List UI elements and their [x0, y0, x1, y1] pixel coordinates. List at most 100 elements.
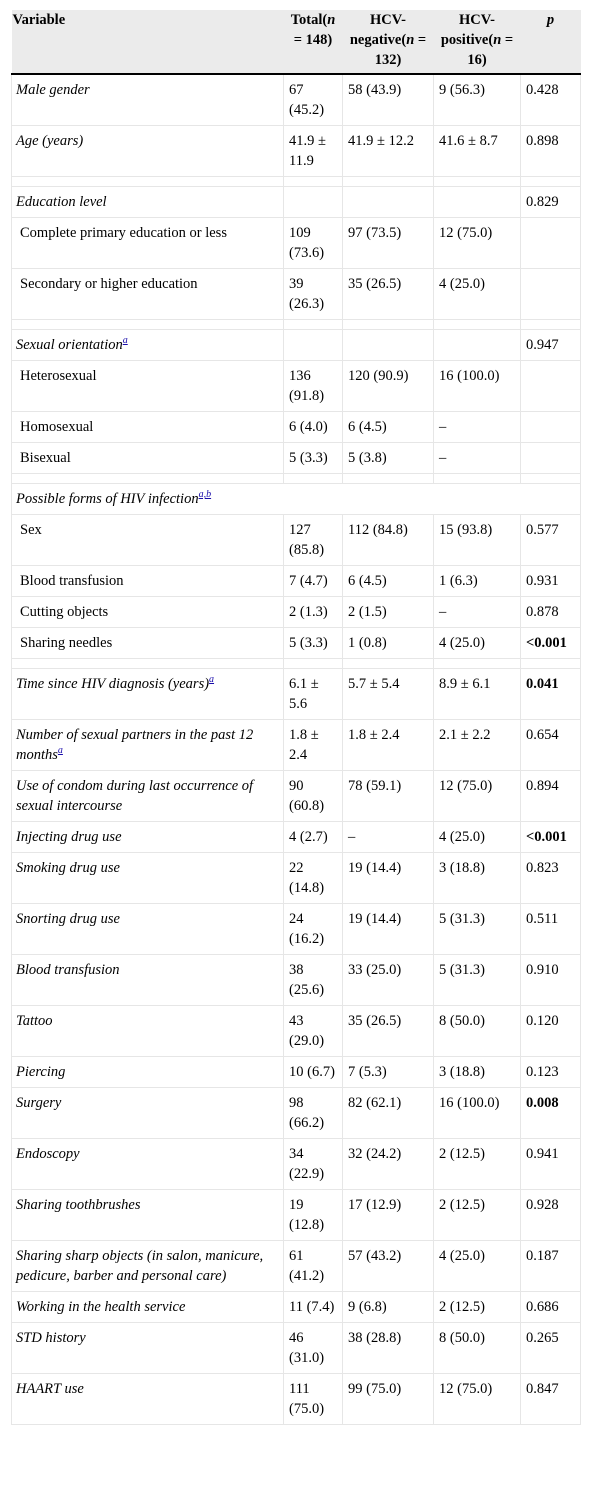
cell-positive: 8 (50.0) [433, 1322, 521, 1374]
cell-negative: 1.8 ± 2.4 [342, 719, 434, 771]
cell-p: 0.120 [520, 1005, 581, 1057]
header-hcv-negative: HCV-negative(n = 132) [342, 10, 434, 75]
cell-total: 10 (6.7) [283, 1056, 343, 1088]
row-label: Sex [11, 514, 284, 566]
table-row: Sex 127 (85.8) 112 (84.8) 15 (93.8) 0.57… [11, 514, 581, 566]
cell-p: <0.001 [520, 821, 581, 853]
cell-total: 5 (3.3) [283, 627, 343, 659]
row-label: Education level [11, 186, 284, 218]
cell-negative: 82 (62.1) [342, 1087, 434, 1139]
cell-positive: – [433, 596, 521, 628]
table-row: Cutting objects 2 (1.3) 2 (1.5) – 0.878 [11, 596, 581, 628]
spacer-row [11, 319, 581, 330]
cell-negative: 1 (0.8) [342, 627, 434, 659]
cell-positive: 16 (100.0) [433, 1087, 521, 1139]
cell-p: 0.123 [520, 1056, 581, 1088]
row-label: Blood transfusion [11, 565, 284, 597]
footnote-link[interactable]: a [209, 674, 215, 686]
table-row: Blood transfusion 38 (25.6) 33 (25.0) 5 … [11, 954, 581, 1006]
cell-p: 0.847 [520, 1373, 581, 1425]
row-label: Sharing needles [11, 627, 284, 659]
cell-p: 0.577 [520, 514, 581, 566]
cell-positive: 2 (12.5) [433, 1291, 521, 1323]
cell-total: 67 (45.2) [283, 73, 343, 126]
table-row: Sexual orientationa 0.947 [11, 329, 581, 361]
row-label: Use of condom during last occurrence of … [11, 770, 284, 822]
footnote-link[interactable]: a,b [198, 489, 212, 501]
cell-negative: 6 (4.5) [342, 565, 434, 597]
cell-total: 46 (31.0) [283, 1322, 343, 1374]
cell-p: 0.187 [520, 1240, 581, 1292]
header-hcv-positive: HCV-positive(n = 16) [433, 10, 521, 75]
cell-total: 22 (14.8) [283, 852, 343, 904]
cell-total: 24 (16.2) [283, 903, 343, 955]
cell-positive: 12 (75.0) [433, 770, 521, 822]
footnote-link[interactable]: a [57, 745, 63, 757]
cell-positive: 2 (12.5) [433, 1138, 521, 1190]
cell-total: 5 (3.3) [283, 442, 343, 474]
header-row: Variable Total(n = 148) HCV-negative(n = 1… [11, 10, 581, 75]
cell-negative: 33 (25.0) [342, 954, 434, 1006]
row-label: Heterosexual [11, 360, 284, 412]
cell-p: 0.898 [520, 125, 581, 177]
table-row: Sharing needles 5 (3.3) 1 (0.8) 4 (25.0)… [11, 627, 581, 659]
cell-positive: 5 (31.3) [433, 954, 521, 1006]
row-label: Complete primary education or less [11, 217, 284, 269]
cell-p: 0.910 [520, 954, 581, 1006]
cell-positive: 1 (6.3) [433, 565, 521, 597]
cell-p: 0.928 [520, 1189, 581, 1241]
table-row: Piercing 10 (6.7) 7 (5.3) 3 (18.8) 0.123 [11, 1056, 581, 1088]
row-label: Working in the health service [11, 1291, 284, 1323]
row-label: Secondary or higher education [11, 268, 284, 320]
cell-p: 0.878 [520, 596, 581, 628]
cell-positive: 2.1 ± 2.2 [433, 719, 521, 771]
cell-positive: 8.9 ± 6.1 [433, 668, 521, 720]
table-row: Sharing toothbrushes 19 (12.8) 17 (12.9)… [11, 1189, 581, 1241]
cell-total: 98 (66.2) [283, 1087, 343, 1139]
row-label: Cutting objects [11, 596, 284, 628]
cell-positive: 12 (75.0) [433, 1373, 521, 1425]
row-label: HAART use [11, 1373, 284, 1425]
table-row: Time since HIV diagnosis (years)a 6.1 ± … [11, 668, 581, 720]
cell-p: 0.894 [520, 770, 581, 822]
table-row: Complete primary education or less 109 (… [11, 217, 581, 269]
cell-total: 41.9 ± 11.9 [283, 125, 343, 177]
cell-p: 0.008 [520, 1087, 581, 1139]
table-row: Number of sexual partners in the past 12… [11, 719, 581, 771]
cell-positive: 8 (50.0) [433, 1005, 521, 1057]
cell-p: 0.941 [520, 1138, 581, 1190]
cell-p: 0.265 [520, 1322, 581, 1374]
footnote-link[interactable]: a [122, 335, 128, 347]
cell-positive: 3 (18.8) [433, 1056, 521, 1088]
spacer-row [11, 658, 581, 669]
cell-positive: – [433, 442, 521, 474]
cell-negative: 35 (26.5) [342, 268, 434, 320]
cell-total: 136 (91.8) [283, 360, 343, 412]
table-row: Blood transfusion 7 (4.7) 6 (4.5) 1 (6.3… [11, 565, 581, 597]
cell-negative: 78 (59.1) [342, 770, 434, 822]
cell-positive: 9 (56.3) [433, 73, 521, 126]
table-row: Education level 0.829 [11, 186, 581, 218]
row-label: STD history [11, 1322, 284, 1374]
table-row: Use of condom during last occurrence of … [11, 770, 581, 822]
cell-total: 61 (41.2) [283, 1240, 343, 1292]
cell-p: 0.686 [520, 1291, 581, 1323]
cell-negative: 17 (12.9) [342, 1189, 434, 1241]
table-row: Endoscopy 34 (22.9) 32 (24.2) 2 (12.5) 0… [11, 1138, 581, 1190]
cell-negative: 99 (75.0) [342, 1373, 434, 1425]
row-label: Smoking drug use [11, 852, 284, 904]
cell-total: 6.1 ± 5.6 [283, 668, 343, 720]
cell-negative: 5 (3.8) [342, 442, 434, 474]
cell-total: 38 (25.6) [283, 954, 343, 1006]
cell-positive: – [433, 411, 521, 443]
row-label: Time since HIV diagnosis (years)a [11, 668, 284, 720]
row-label: Injecting drug use [11, 821, 284, 853]
cell-positive: 4 (25.0) [433, 268, 521, 320]
cell-negative: 5.7 ± 5.4 [342, 668, 434, 720]
table-row: Injecting drug use 4 (2.7) – 4 (25.0) <0… [11, 821, 581, 853]
row-label: Snorting drug use [11, 903, 284, 955]
cell-positive: 4 (25.0) [433, 821, 521, 853]
table-row: STD history 46 (31.0) 38 (28.8) 8 (50.0)… [11, 1322, 581, 1374]
row-label: Homosexual [11, 411, 284, 443]
cell-negative: 19 (14.4) [342, 852, 434, 904]
